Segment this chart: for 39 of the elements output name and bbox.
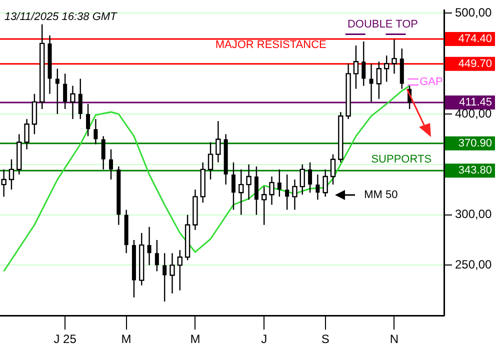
x-tick-label: N xyxy=(390,332,399,346)
annotation: MM 50 xyxy=(364,189,398,201)
candlestick xyxy=(101,136,106,170)
candlestick xyxy=(109,148,113,180)
ref-line-label: 411.45 xyxy=(459,96,492,109)
candlestick xyxy=(362,40,366,86)
candlestick xyxy=(147,226,152,266)
x-tick-label: J xyxy=(261,332,268,346)
annotation: 13/11/2025 16:38 GMT xyxy=(4,10,118,23)
candlestick xyxy=(308,162,312,194)
candlestick xyxy=(316,174,320,200)
annotation: GAP xyxy=(420,76,443,88)
ref-line-label: 449.70 xyxy=(458,58,492,70)
candlestick xyxy=(254,166,258,216)
ref-line-label: 343.80 xyxy=(458,164,492,177)
candlestick xyxy=(94,118,98,145)
candlestick xyxy=(162,252,167,302)
ref-line-label: 370.90 xyxy=(458,137,492,150)
y-tick-label: 300,00 xyxy=(455,207,492,222)
ref-line-label: 474.40 xyxy=(458,33,492,46)
candlestick xyxy=(78,78,82,120)
candlestick xyxy=(277,168,282,198)
y-tick-label: 500,00 xyxy=(455,6,492,20)
candlestick xyxy=(285,174,290,210)
candlestick xyxy=(154,239,159,272)
x-tick-label: M xyxy=(190,332,200,346)
x-tick-label: J 25 xyxy=(54,332,77,346)
y-tick-label: 400,00 xyxy=(455,106,492,120)
x-tick-label: M xyxy=(121,332,132,346)
candlestick xyxy=(369,63,374,103)
annotation: MAJOR RESISTANCE xyxy=(215,39,326,52)
candlestick xyxy=(86,103,90,137)
candlestick xyxy=(231,162,236,210)
annotation: DOUBLE TOP xyxy=(347,18,418,30)
y-tick-label: 250,00 xyxy=(455,258,492,272)
x-tick-label: S xyxy=(321,332,330,346)
annotation: SUPPORTS xyxy=(371,153,432,166)
candlestick xyxy=(63,73,68,110)
candlestick xyxy=(55,68,60,115)
